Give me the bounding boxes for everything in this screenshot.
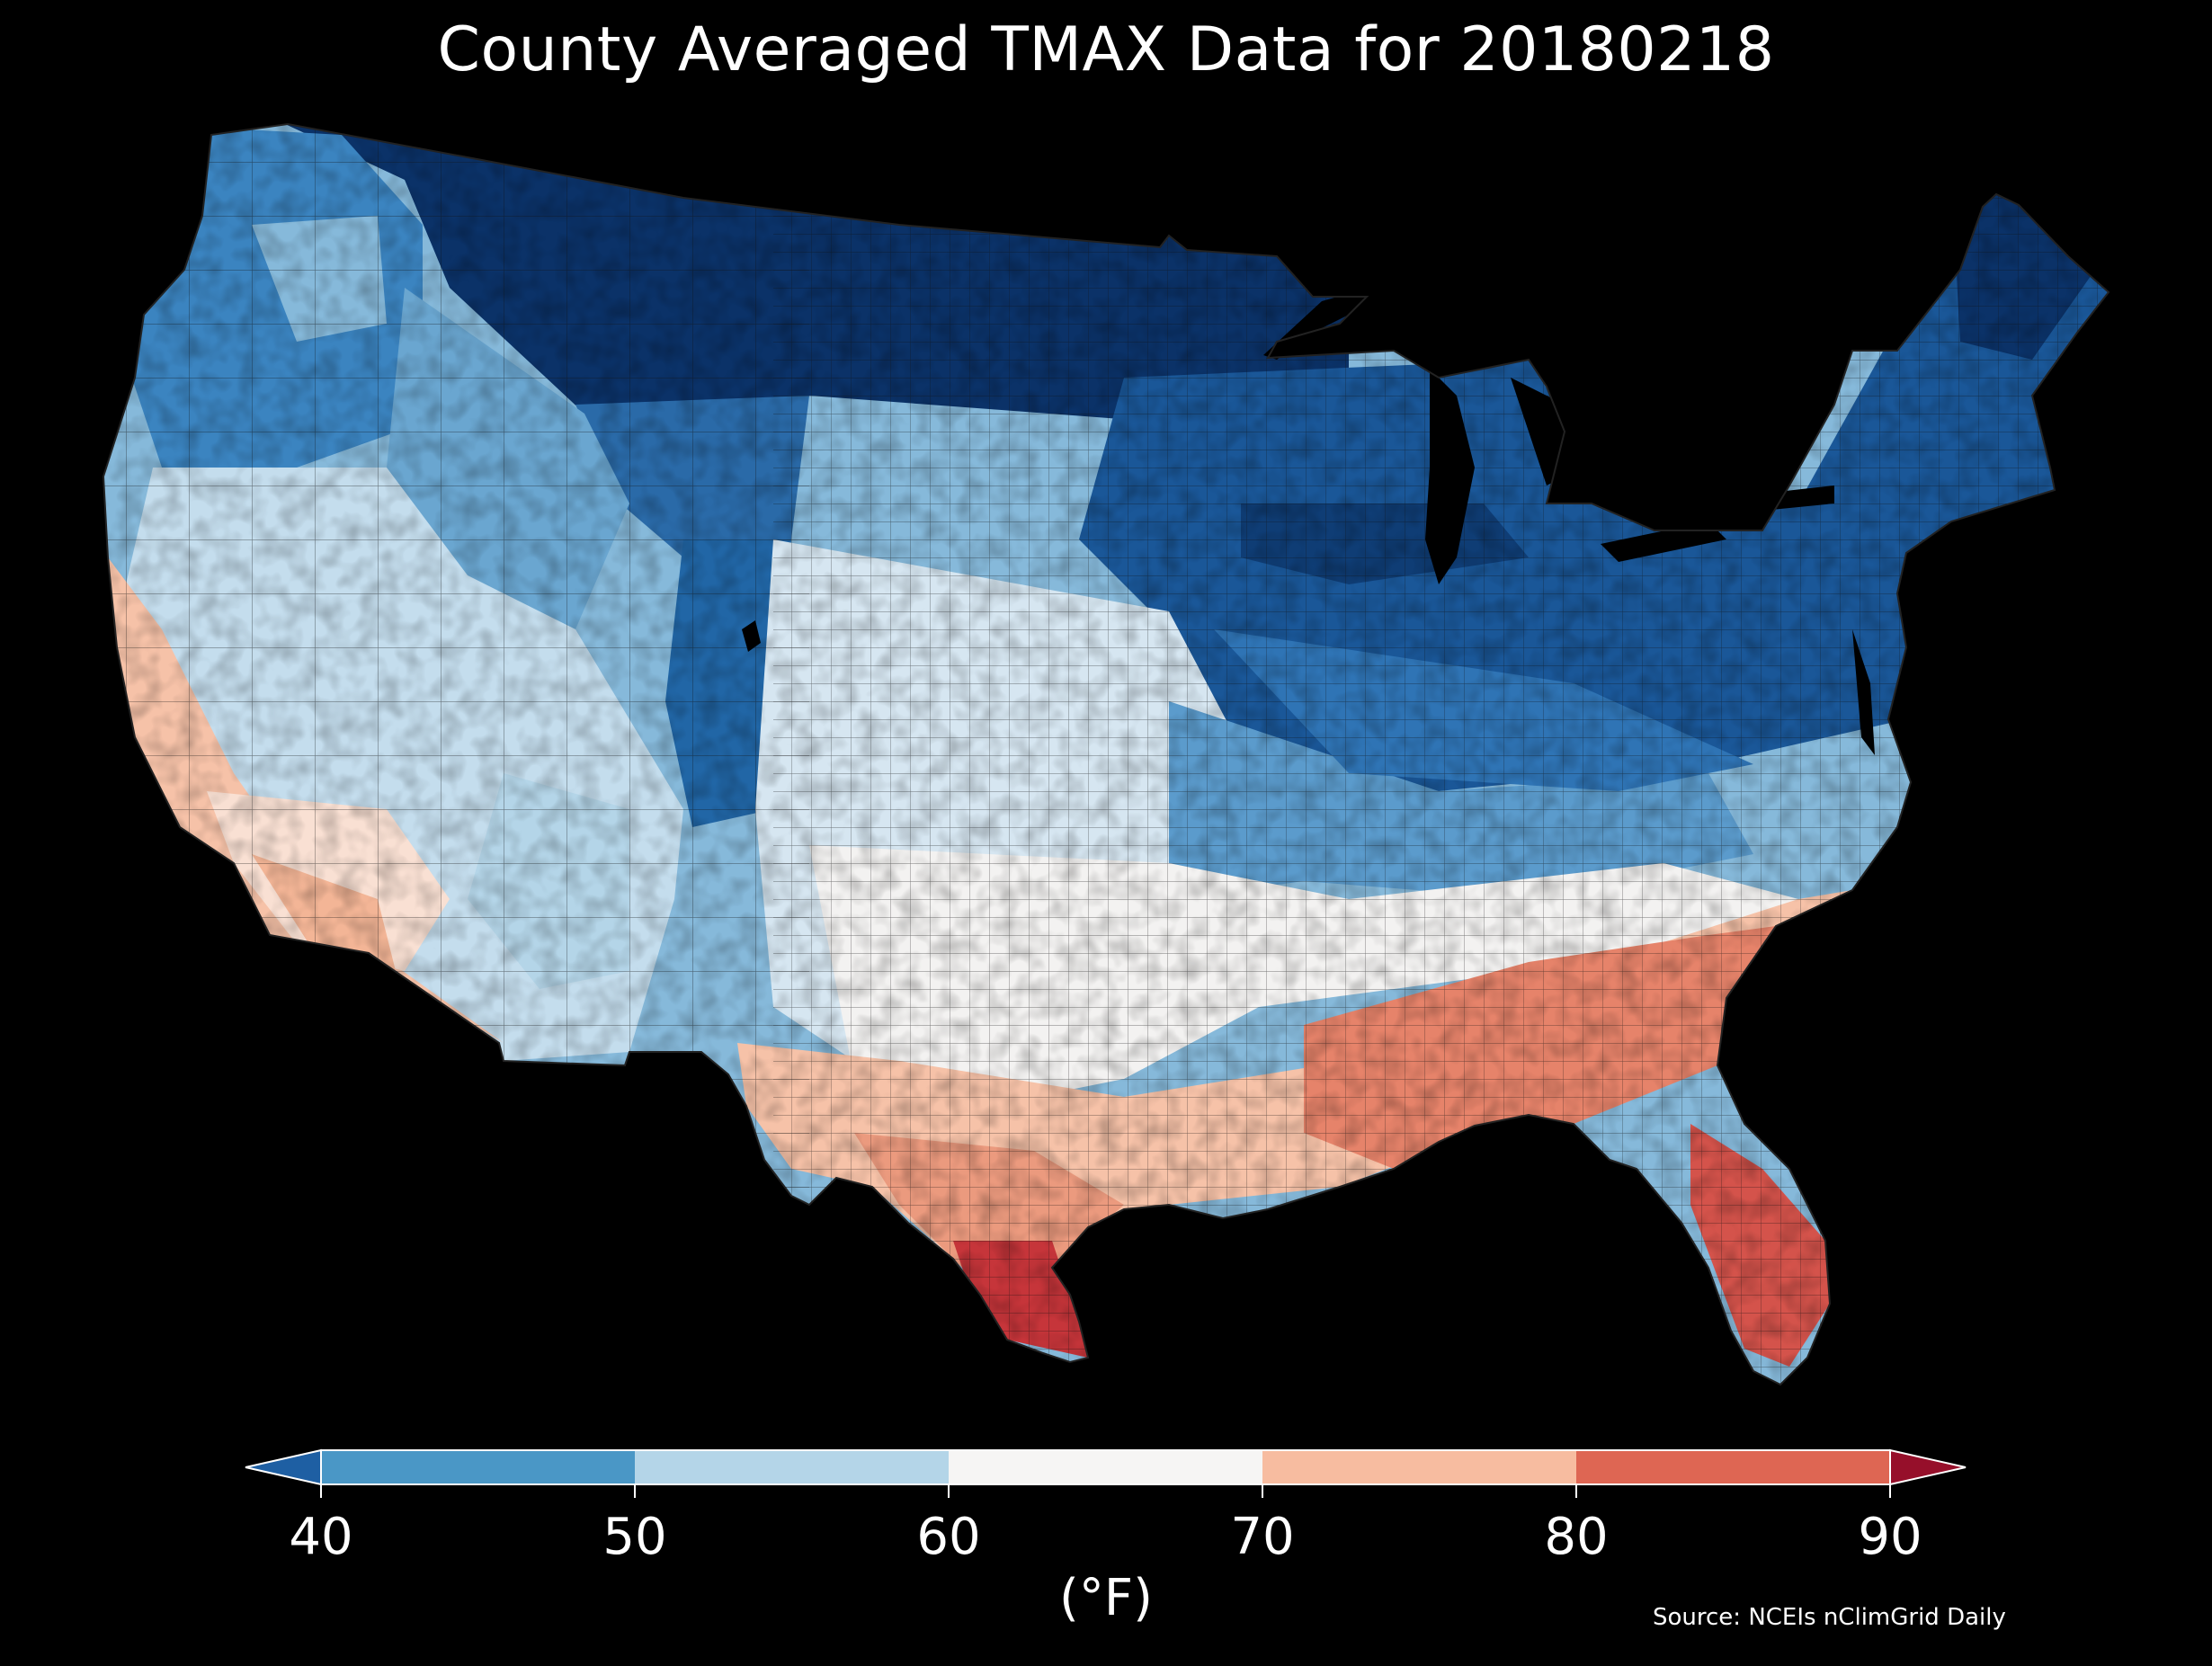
map-title: County Averaged TMAX Data for 20180218 [437,14,1775,85]
colorbar-tick-80: 80 [1544,1508,1609,1566]
colorbar-bin-70-80 [1262,1450,1576,1484]
colorbar-extend-low [245,1448,322,1486]
colorbar-tick-60: 60 [916,1508,981,1566]
colorbar-tick-40: 40 [289,1508,353,1566]
lake-michigan [1425,369,1475,584]
colorbar-extend-high [1889,1448,1967,1486]
colorbar-tick-50: 50 [602,1508,667,1566]
colorbar-bin-50-60 [635,1450,949,1484]
chesapeake-bay [1852,629,1875,755]
colorbar-bin-80-90 [1576,1450,1890,1484]
lake-huron [1511,378,1583,486]
great-salt-lake [742,620,761,652]
source-credit: Source: NCEIs nClimGrid Daily [1653,1604,2006,1631]
lake-erie [1601,521,1726,562]
lake-ontario [1753,486,1834,511]
colorbar-bin-40-50 [321,1450,635,1484]
colorbar-tick-70: 70 [1230,1508,1295,1566]
colorbar-tick-90: 90 [1858,1508,1922,1566]
lake-superior [1263,286,1376,360]
colorbar-bin-60-70 [949,1450,1262,1484]
colorbar-unit-label: (°F) [1059,1569,1153,1627]
